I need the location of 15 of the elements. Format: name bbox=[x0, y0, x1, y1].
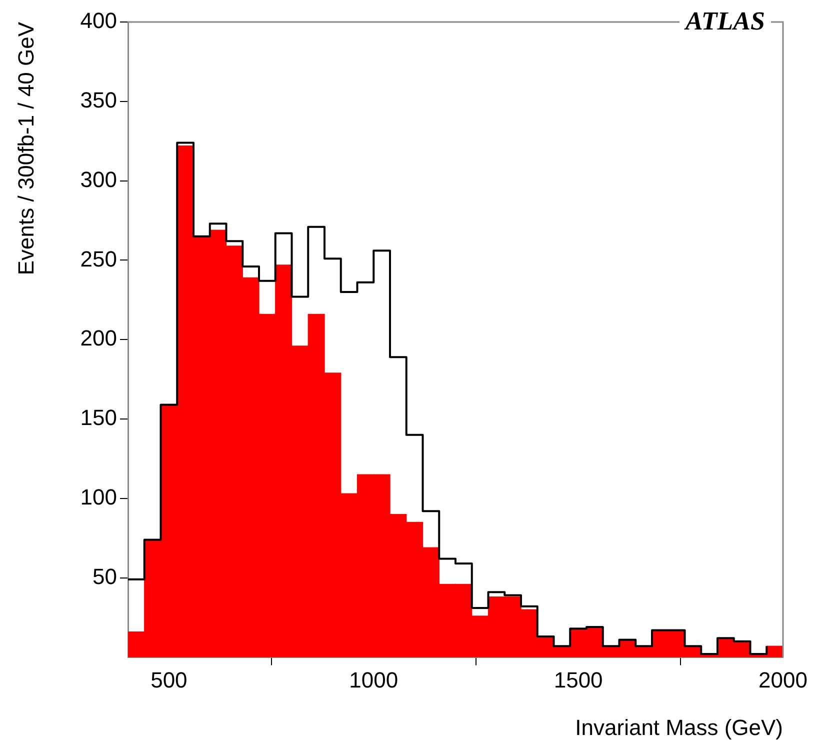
annotation: ATLAS bbox=[684, 6, 765, 36]
y-tick-label: 250 bbox=[80, 246, 117, 272]
x-tick-label: 500 bbox=[150, 667, 188, 692]
y-tick-label: 300 bbox=[80, 166, 117, 192]
x-tick-label: 1000 bbox=[349, 667, 398, 692]
x-tick-label: 1500 bbox=[554, 667, 603, 692]
y-tick-label: 150 bbox=[80, 405, 117, 430]
y-tick-label: 400 bbox=[80, 8, 117, 34]
y-tick-label: 100 bbox=[80, 484, 117, 510]
x-axis-title: Invariant Mass (GeV) bbox=[575, 714, 783, 740]
x-tick-label: 2000 bbox=[758, 667, 808, 692]
y-tick-label: 50 bbox=[92, 564, 117, 589]
y-axis-title: Events / 300fb-1 / 40 GeV bbox=[13, 22, 38, 276]
y-tick-label: 350 bbox=[80, 87, 117, 112]
y-tick-label: 200 bbox=[80, 326, 117, 351]
